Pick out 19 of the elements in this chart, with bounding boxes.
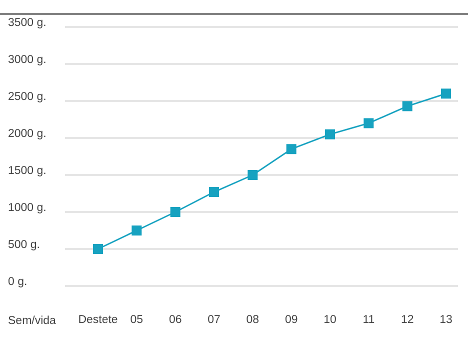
x-tick-label: 12 (400, 314, 414, 326)
y-tick-label: 0 g. (8, 276, 28, 288)
y-tick-label: 3000 g. (8, 54, 46, 66)
y-tick-label: 500 g. (8, 238, 40, 251)
x-axis-title: Sem/vida (8, 315, 57, 327)
x-tick-label: 07 (208, 314, 220, 326)
x-tick-label: 08 (246, 314, 260, 326)
x-tick-label: 06 (168, 314, 182, 326)
y-tick-label: 2500 g. (8, 90, 46, 103)
x-tick-label: 09 (284, 314, 298, 326)
y-tick-label: 3500 g. (8, 16, 46, 29)
y-tick-label: 2000 g. (8, 128, 46, 140)
x-tick-label: 10 (324, 314, 336, 326)
x-tick-label: Destete (78, 314, 118, 326)
x-tick-label: 13 (440, 314, 452, 326)
x-tick-label: 05 (130, 314, 144, 326)
y-tick-label: 1000 g. (8, 202, 46, 214)
x-tick-label: 11 (362, 314, 375, 326)
y-tick-label: 1500 g. (8, 164, 46, 177)
